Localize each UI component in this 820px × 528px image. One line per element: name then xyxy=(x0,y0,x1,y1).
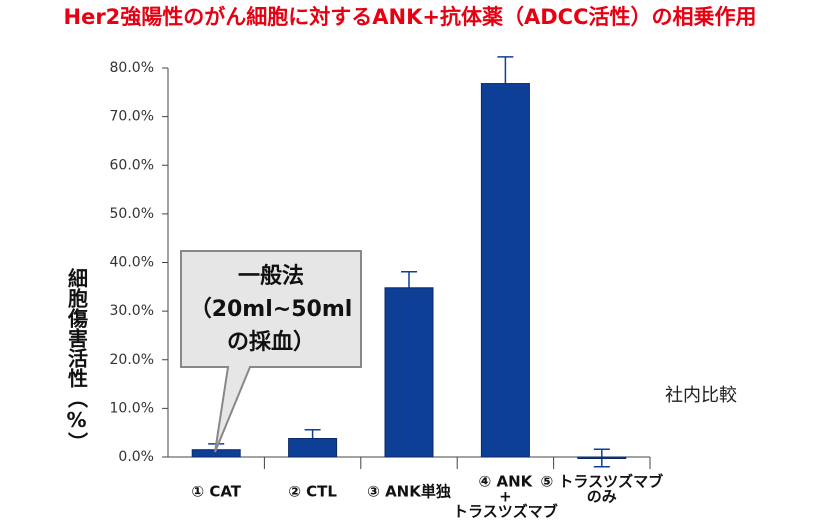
y-axis-label: 細胞傷害活性（%） xyxy=(65,267,89,452)
x-tick-label: ① CAT xyxy=(191,483,241,501)
bar xyxy=(480,83,530,458)
x-tick-label: + xyxy=(499,488,512,506)
bar xyxy=(384,287,434,458)
callout-box xyxy=(180,250,362,453)
x-tick-label: ④ ANK xyxy=(479,473,534,491)
y-tick-label: 0.0% xyxy=(118,449,154,465)
x-tick-label: ③ ANK単独 xyxy=(367,483,451,501)
bar xyxy=(577,456,627,459)
bar xyxy=(288,438,338,458)
note: 社内比較 xyxy=(665,385,737,406)
callout-text: 一般法 xyxy=(238,263,304,289)
y-tick-label: 50.0% xyxy=(110,206,154,222)
y-tick-label: 80.0% xyxy=(110,60,154,76)
y-tick-label: 70.0% xyxy=(110,109,154,125)
y-tick-label: 30.0% xyxy=(110,303,154,319)
chart-title: Her2強陽性のがん細胞に対するANK+抗体薬（ADCC活性）の相乗作用 xyxy=(64,5,757,29)
y-tick-label: 10.0% xyxy=(110,400,154,416)
callout-text: の採血） xyxy=(227,329,315,355)
callout-text: （20ml~50ml xyxy=(190,297,353,322)
x-tick-label: ⑤ トラスツズマブ xyxy=(540,473,663,491)
x-tick-label: ② CTL xyxy=(288,483,337,501)
x-tick-label: のみ xyxy=(587,488,617,506)
x-tick-label: トラスツズマブ xyxy=(453,503,558,521)
y-tick-label: 20.0% xyxy=(110,352,154,368)
y-tick-label: 60.0% xyxy=(110,157,154,173)
y-tick-label: 40.0% xyxy=(110,255,154,271)
